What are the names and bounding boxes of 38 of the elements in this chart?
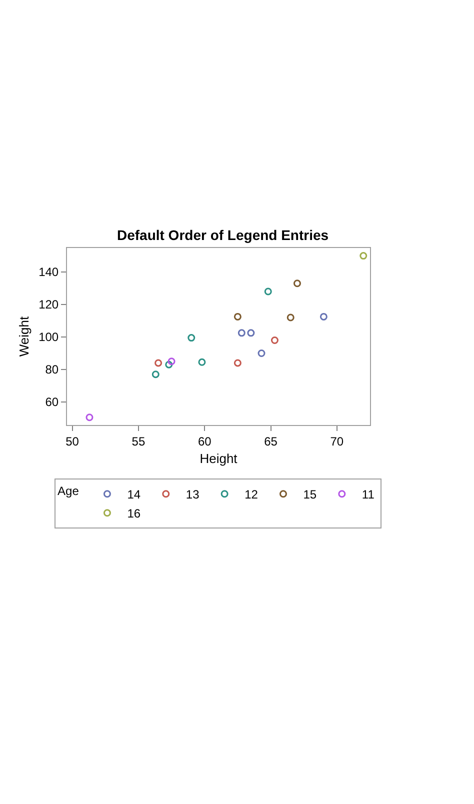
y-tick-label: 100: [38, 330, 59, 344]
point: [152, 370, 160, 378]
point: [234, 312, 242, 320]
y-tick-label: 120: [38, 298, 59, 312]
legend-label: 16: [127, 506, 141, 521]
x-tick-label: 70: [330, 434, 344, 448]
point: [320, 312, 328, 320]
point: [234, 359, 242, 367]
point: [168, 358, 176, 366]
y-axis-title: Weight: [16, 316, 32, 357]
point: [188, 334, 196, 342]
y-tick-label: 140: [38, 265, 59, 280]
legend-label: 11: [362, 488, 375, 502]
point: [86, 414, 94, 422]
point: [154, 359, 162, 367]
point: [360, 252, 368, 260]
legend-label: 14: [127, 488, 141, 502]
legend-label: 15: [303, 488, 317, 502]
legend-label: 13: [186, 488, 200, 502]
point: [238, 329, 246, 337]
legend-title: Age: [58, 484, 80, 498]
point: [198, 358, 206, 366]
x-tick-label: 55: [132, 434, 146, 448]
x-axis-title: Height: [200, 451, 238, 466]
x-tick-label: 60: [198, 434, 212, 448]
point: [270, 336, 278, 344]
point: [286, 314, 294, 322]
point: [247, 329, 255, 337]
x-tick-label: 50: [66, 434, 80, 448]
y-tick-label: 60: [45, 395, 59, 410]
legend-label: 12: [244, 488, 258, 502]
point: [258, 349, 266, 357]
y-tick-label: 80: [45, 362, 59, 377]
point: [165, 360, 173, 368]
point: [264, 288, 272, 296]
x-tick-label: 65: [264, 434, 278, 448]
point: [293, 280, 301, 288]
chart-title: Default Order of Legend Entries: [116, 226, 329, 243]
